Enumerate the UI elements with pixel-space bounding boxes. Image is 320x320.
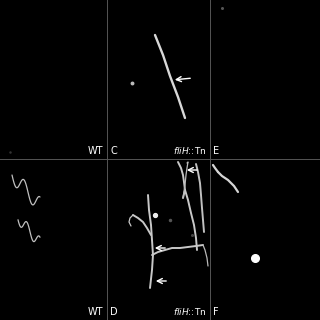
Text: WT: WT — [88, 146, 103, 156]
Text: D: D — [110, 307, 118, 317]
Text: WT: WT — [88, 307, 103, 317]
Text: $\it{fliH}$::Tn: $\it{fliH}$::Tn — [173, 145, 207, 156]
Text: F: F — [212, 307, 218, 317]
Text: C: C — [110, 146, 117, 156]
Text: $\it{fliH}$::Tn: $\it{fliH}$::Tn — [173, 306, 207, 317]
Text: E: E — [212, 146, 219, 156]
